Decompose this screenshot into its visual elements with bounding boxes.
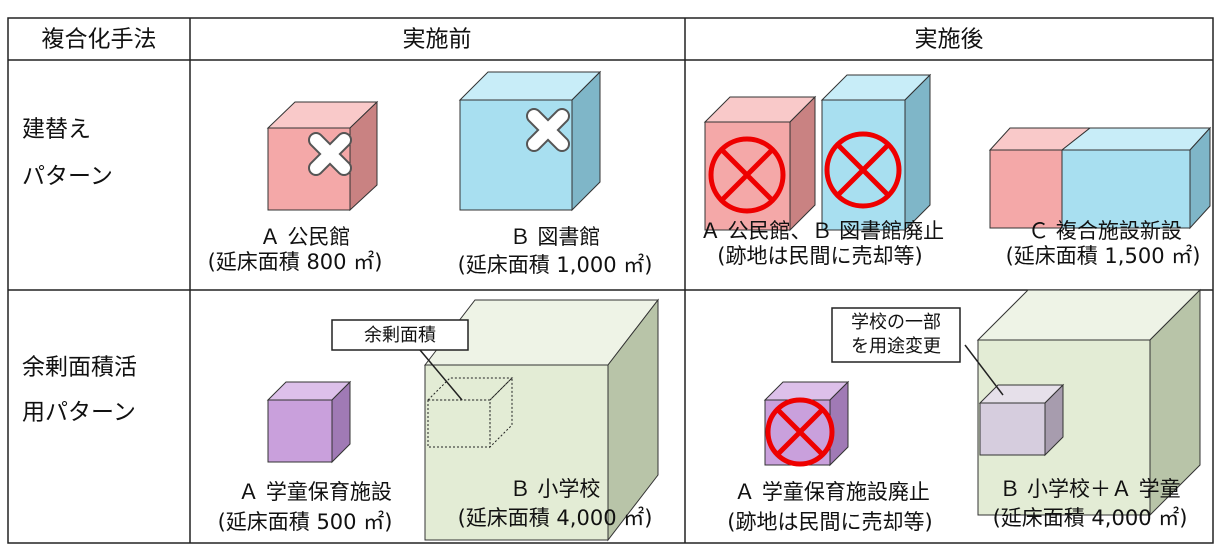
callout-text: 学校の一部 (851, 312, 941, 333)
facility-area: (延床面積 1,500 ㎡) (1006, 244, 1201, 268)
callout-line (419, 349, 463, 401)
method-label: 用パターン (22, 400, 136, 426)
facility-name: Ｂ 小学校 (510, 477, 601, 501)
facility-area: (延床面積 800 ㎡) (208, 250, 383, 274)
cube-purple-removed (763, 380, 850, 467)
facility-name: Ａ 公民館 (260, 225, 351, 249)
facility-area: (延床面積 4,000 ㎡) (993, 506, 1188, 530)
method-label: 建替え (22, 117, 91, 143)
cube-school-converted (976, 288, 1202, 517)
table-border (7, 17, 1214, 544)
header: 実施後 (915, 27, 984, 53)
facility-area: (跡地は民間に売却等) (717, 244, 922, 268)
callout-text: 余剰面積 (364, 325, 436, 346)
header: 複合化手法 (42, 27, 157, 53)
header: 実施前 (403, 27, 472, 53)
facility-name: Ａ 学童保育施設 (238, 480, 392, 504)
cube-pink (266, 100, 379, 212)
callout-text: を用途変更 (851, 336, 941, 357)
method-label: パターン (22, 164, 113, 190)
facility-area: (延床面積 4,000 ㎡) (458, 506, 653, 530)
cube-school (423, 298, 660, 542)
facility-name: Ｂ 図書館 (510, 225, 601, 249)
facility-area: (延床面積 500 ㎡) (218, 510, 393, 534)
facility-area: (延床面積 1,000 ㎡) (458, 253, 653, 277)
cube-pink-removed (703, 95, 817, 232)
facility-name: Ｃ 複合施設新設 (1028, 219, 1182, 243)
facility-name: Ａ 学童保育施設廃止 (734, 480, 930, 504)
cube-blue-removed (820, 73, 932, 232)
cube-blue (458, 70, 602, 212)
facility-name: Ａ 公民館、Ｂ 図書館廃止 (700, 219, 944, 243)
facility-name: Ｂ 小学校＋Ａ 学童 (999, 477, 1180, 501)
callout-box (331, 319, 469, 351)
cube-combined (988, 126, 1212, 230)
cube-purple (266, 380, 352, 464)
callout-box (831, 307, 961, 363)
callout-line (964, 344, 1004, 396)
facility-area: (跡地は民間に売却等) (727, 510, 932, 534)
method-label: 余剰面積活 (22, 355, 137, 381)
